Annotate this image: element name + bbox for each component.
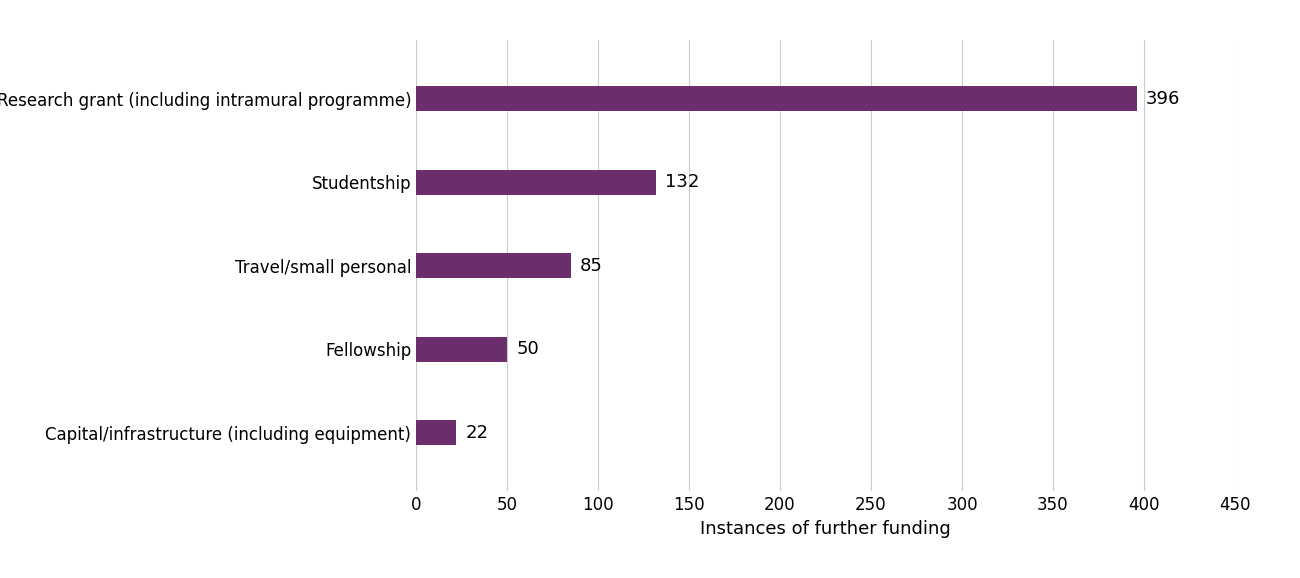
Text: 50: 50 (516, 340, 540, 358)
Text: 22: 22 (465, 424, 488, 442)
Bar (416, 420, 456, 446)
Bar (416, 253, 571, 279)
Text: 85: 85 (580, 257, 603, 275)
Text: 396: 396 (1145, 90, 1180, 108)
Bar (416, 170, 656, 195)
Bar (416, 86, 1136, 112)
X-axis label: Instances of further funding: Instances of further funding (701, 520, 950, 538)
Text: 132: 132 (666, 173, 699, 191)
Bar (416, 337, 507, 362)
